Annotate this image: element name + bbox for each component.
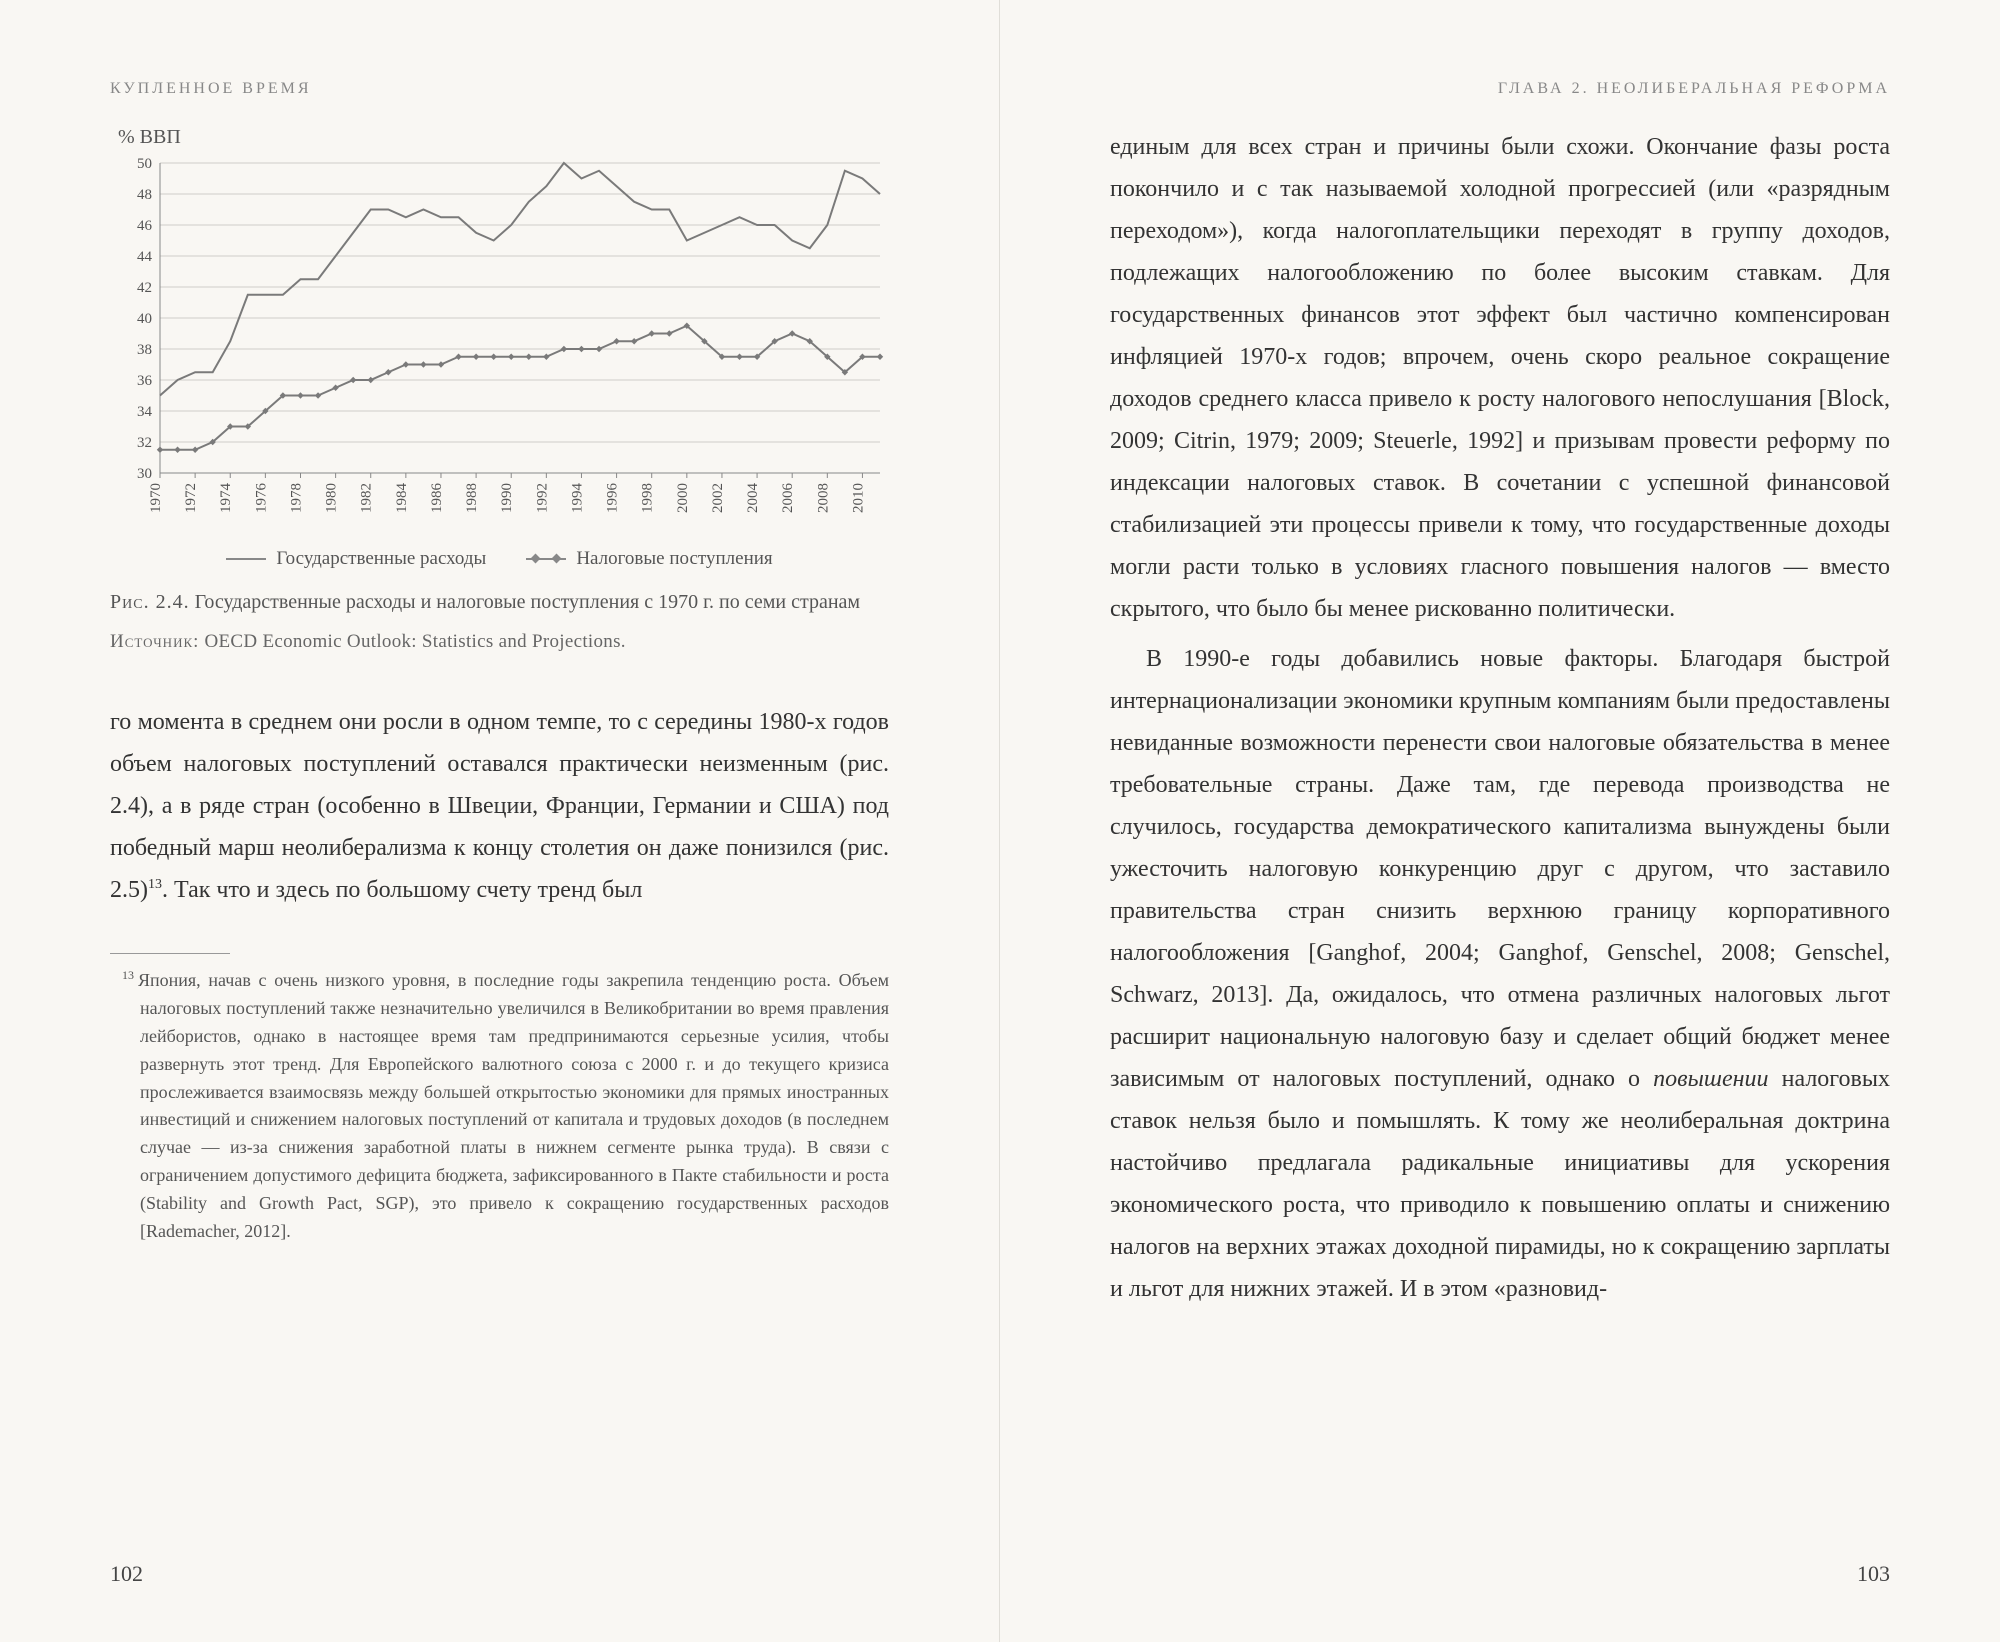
- svg-text:44: 44: [137, 249, 153, 265]
- footnote-ref: 13: [148, 877, 162, 892]
- legend-swatch-dot: [526, 558, 566, 560]
- body-paragraph-right-2: В 1990-е годы добавились новые факторы. …: [1110, 638, 1890, 1310]
- svg-text:1978: 1978: [288, 483, 304, 513]
- svg-text:1974: 1974: [218, 483, 234, 514]
- legend-swatch-line: [226, 558, 266, 560]
- figure-caption: Рис. 2.4. Государственные расходы и нало…: [110, 588, 889, 617]
- svg-text:1994: 1994: [569, 483, 585, 514]
- svg-text:30: 30: [137, 466, 152, 482]
- body-main: го момента в среднем они росли в одном т…: [110, 709, 889, 903]
- svg-text:34: 34: [137, 404, 153, 420]
- legend-label-revenue: Налоговые поступления: [576, 548, 772, 570]
- svg-text:1988: 1988: [464, 483, 480, 513]
- footnote-text: Япония, начав с очень низкого уровня, в …: [138, 970, 889, 1241]
- para2-b: налоговых ставок нельзя было и помышлять…: [1110, 1066, 1890, 1302]
- page-right: ГЛАВА 2. НЕОЛИБЕРАЛЬНАЯ РЕФОРМА единым д…: [1000, 0, 2000, 1642]
- svg-text:1998: 1998: [640, 483, 656, 513]
- legend-item-expenditure: Государственные расходы: [226, 548, 486, 570]
- svg-text:1980: 1980: [324, 483, 340, 513]
- svg-text:36: 36: [137, 373, 153, 389]
- page-number-right: 103: [1857, 1561, 1890, 1587]
- figure-source: Источник: OECD Economic Outlook: Statist…: [110, 631, 889, 653]
- source-text: OECD Economic Outlook: Statistics and Pr…: [204, 631, 625, 652]
- source-label: Источник:: [110, 631, 199, 652]
- legend-label-expenditure: Государственные расходы: [276, 548, 486, 570]
- running-head-left: КУПЛЕННОЕ ВРЕМЯ: [110, 80, 889, 98]
- svg-text:2008: 2008: [815, 483, 831, 513]
- body-paragraph-left: го момента в среднем они росли в одном т…: [110, 701, 889, 911]
- para2-em: повышении: [1653, 1066, 1768, 1092]
- svg-text:1970: 1970: [148, 483, 164, 513]
- svg-text:1976: 1976: [253, 483, 269, 514]
- footnote-13: 13 Япония, начав с очень низкого уровня, …: [110, 966, 889, 1246]
- chart-container: % ВВП 30 32 34 36 38 40 42 44 46 48 50 1970 1972 1974…: [110, 126, 889, 570]
- page-number-left: 102: [110, 1561, 143, 1587]
- svg-text:2010: 2010: [850, 483, 866, 513]
- caption-text: Государственные расходы и налоговые пост…: [195, 591, 861, 613]
- svg-text:32: 32: [137, 435, 152, 451]
- svg-text:1992: 1992: [534, 483, 550, 513]
- svg-text:1972: 1972: [183, 483, 199, 513]
- body-tail: . Так что и здесь по большому счету трен…: [162, 877, 642, 903]
- y-axis-title: % ВВП: [118, 126, 889, 149]
- line-chart: 30 32 34 36 38 40 42 44 46 48 50 1970 1972 1974 1976 19…: [110, 153, 890, 533]
- svg-text:1990: 1990: [499, 483, 515, 513]
- running-head-right: ГЛАВА 2. НЕОЛИБЕРАЛЬНАЯ РЕФОРМА: [1110, 80, 1890, 98]
- svg-text:1986: 1986: [429, 483, 445, 514]
- svg-text:50: 50: [137, 156, 152, 172]
- para2-a: В 1990-е годы добавились новые факторы. …: [1110, 646, 1890, 1092]
- page-left: КУПЛЕННОЕ ВРЕМЯ % ВВП 30 32 34 36 38 40 42 44 46…: [0, 0, 1000, 1642]
- svg-text:38: 38: [137, 342, 152, 358]
- svg-text:1996: 1996: [605, 482, 621, 513]
- svg-text:2002: 2002: [710, 483, 726, 513]
- svg-text:40: 40: [137, 311, 152, 327]
- svg-text:42: 42: [137, 280, 152, 296]
- svg-text:1982: 1982: [359, 483, 375, 513]
- svg-text:2006: 2006: [780, 483, 796, 514]
- chart-legend: Государственные расходы Налоговые поступ…: [110, 548, 889, 570]
- svg-text:2004: 2004: [745, 483, 761, 514]
- footnote-rule: [110, 953, 230, 954]
- body-paragraph-right-1: единым для всех стран и причины были схо…: [1110, 126, 1890, 630]
- footnote-number: 13: [122, 968, 134, 982]
- legend-item-revenue: Налоговые поступления: [526, 548, 772, 570]
- svg-text:48: 48: [137, 187, 152, 203]
- caption-label: Рис. 2.4.: [110, 591, 190, 613]
- svg-text:1984: 1984: [394, 483, 410, 514]
- svg-text:46: 46: [137, 218, 153, 234]
- svg-text:2000: 2000: [675, 483, 691, 513]
